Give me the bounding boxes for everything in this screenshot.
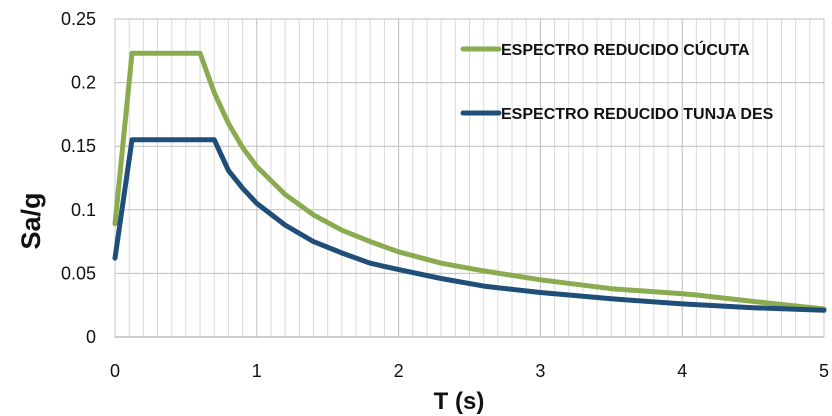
legend-label-tunja: ESPECTRO REDUCIDO TUNJA DES [501,106,774,123]
x-tick-label: 5 [819,361,829,381]
series-line-0 [112,50,827,312]
legend: ESPECTRO REDUCIDO CÚCUTA ESPECTRO REDUCI… [460,40,774,123]
series-lines [112,50,827,313]
x-tick-label: 0 [110,361,120,381]
x-tick-label: 2 [394,361,404,381]
x-tick-label: 4 [677,361,687,381]
series-line-1 [112,137,827,313]
axes: 0 1 2 3 4 5 0 0.05 0.1 0.15 0.2 0.25 [61,9,829,381]
x-axis-title: T (s) [434,388,485,415]
y-tick-label: 0.05 [61,263,96,283]
x-tick-label: 1 [252,361,262,381]
grid [114,18,825,338]
y-tick-label: 0.1 [71,200,96,220]
legend-label-cucuta: ESPECTRO REDUCIDO CÚCUTA [501,40,750,59]
y-tick-label: 0.15 [61,136,96,156]
y-axis-title: Sa/g [16,192,46,249]
y-tick-label: 0 [86,327,96,347]
x-tick-label: 3 [535,361,545,381]
y-tick-label: 0.25 [61,9,96,29]
y-tick-label: 0.2 [71,73,96,93]
